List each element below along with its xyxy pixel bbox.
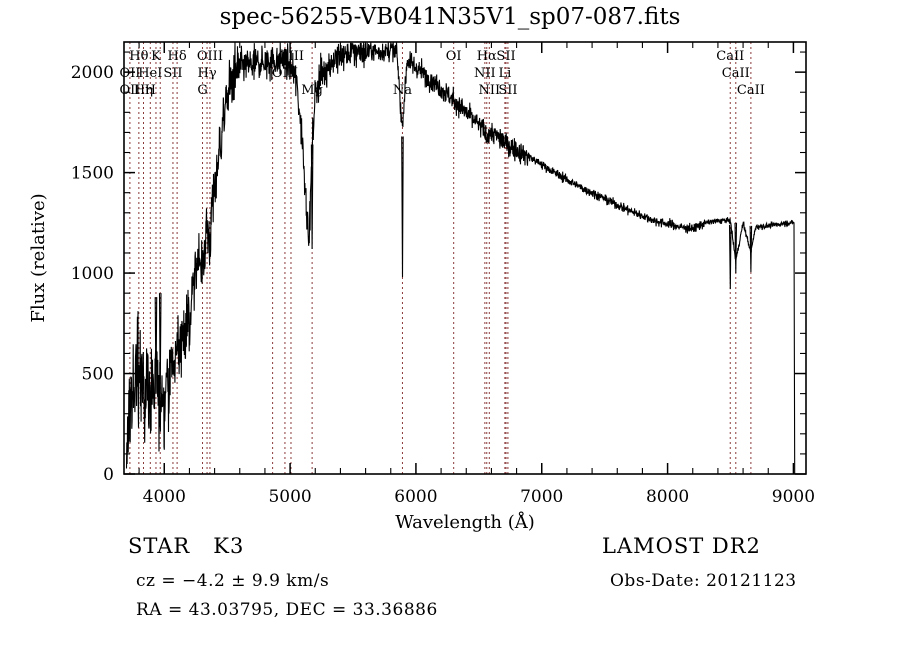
line-label-H: Hη (134, 83, 153, 98)
line-label-NII: NII (478, 83, 500, 98)
y-tick-label: 1000 (71, 264, 114, 284)
line-label-G: G (197, 83, 207, 98)
line-label-CaII: CaII (737, 83, 765, 98)
line-label-OII: OII (119, 66, 140, 81)
line-label-OIII: OIII (197, 49, 223, 64)
line-label-SII: SII (163, 66, 182, 81)
x-tick-label: 5000 (268, 487, 311, 507)
cz-value: cz = −4.2 ± 9.9 km/s (136, 571, 330, 591)
y-tick-label: 0 (103, 465, 114, 485)
line-label-OIII: OIII (278, 49, 304, 64)
line-label-HeI: HeI (138, 66, 162, 81)
absorption-8662 (749, 225, 753, 273)
x-tick-label: 8000 (646, 487, 689, 507)
line-label-CaII: CaII (716, 49, 744, 64)
absorption-features (154, 136, 753, 394)
line-label-CaII: CaII (722, 66, 750, 81)
axis-ticks (124, 42, 806, 475)
object-type: STAR (128, 534, 191, 558)
coordinates: RA = 43.03795, DEC = 33.36886 (136, 600, 438, 620)
line-label-K: K (151, 49, 161, 64)
line-label-SII: SII (496, 49, 515, 64)
absorption-8498 (728, 224, 732, 290)
line-label-NII: NII (474, 66, 496, 81)
x-axis-label: Wavelength (Å) (395, 511, 535, 533)
spectrum-trace (125, 41, 796, 475)
page-title: spec-56255-VB041N35V1_sp07-087.fits (219, 4, 681, 30)
x-tick-label: 4000 (143, 487, 186, 507)
line-label-Mg: Mg (301, 83, 323, 98)
y-axis-label: Flux (relative) (28, 193, 49, 322)
line-label-H: Hα (477, 49, 497, 64)
absorption-8542 (734, 222, 738, 274)
obs-date: Obs-Date: 20121123 (610, 571, 797, 591)
line-label-H: Hδ (168, 49, 187, 64)
absorption-3934 (154, 297, 158, 394)
y-tick-label: 1500 (71, 164, 114, 184)
line-label-OIII: OIII (272, 66, 298, 81)
plot-frame (123, 41, 807, 475)
x-tick-label: 7000 (520, 487, 563, 507)
y-tick-label: 500 (82, 365, 114, 385)
survey-label: LAMOST DR2 (602, 534, 761, 558)
y-tick-label: 2000 (71, 63, 114, 83)
absorption-5893 (401, 136, 404, 278)
line-label-OI: OI (446, 49, 462, 64)
absorption-3968 (158, 293, 162, 394)
object-type-label: STAR K3 (128, 534, 244, 558)
line-label-OII: OII (119, 83, 140, 98)
absorption-5175 (310, 144, 314, 249)
line-label-SII: SII (498, 83, 517, 98)
spectral-class: K3 (213, 534, 245, 558)
line-label-Li: Li (498, 66, 511, 81)
x-tick-label: 6000 (394, 487, 437, 507)
line-label-H: Hγ (197, 66, 216, 81)
x-tick-label: 9000 (772, 487, 815, 507)
line-label-H: H (145, 83, 156, 98)
line-label-Na: Na (393, 83, 412, 98)
line-label-H: Hθ (129, 49, 148, 64)
